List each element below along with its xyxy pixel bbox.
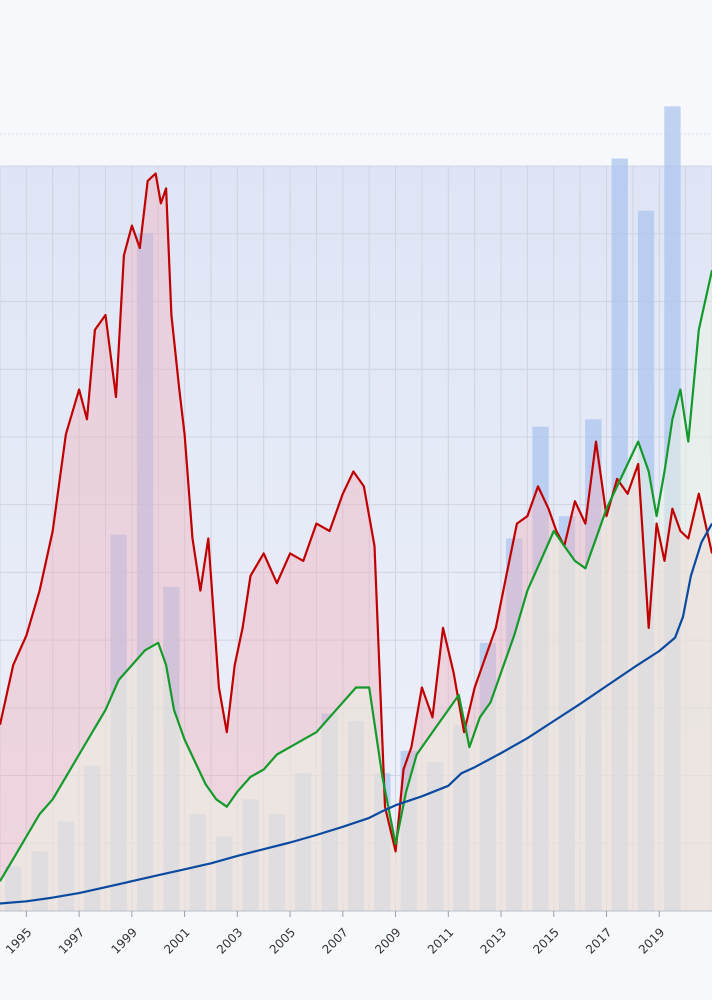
x-axis-ticks: 1995 1997 1999 2001 2003 2005 2007 2009 2011 2013… — [3, 911, 667, 957]
x-tick-label: 1995 — [3, 925, 34, 956]
x-tick-label: 2005 — [267, 925, 298, 956]
x-tick-label: 2011 — [425, 925, 456, 956]
x-tick-label: 2015 — [530, 925, 561, 956]
x-tick-label: 2007 — [319, 925, 350, 956]
x-tick-label: 2003 — [214, 925, 245, 956]
x-tick-label: 2009 — [372, 925, 403, 956]
x-tick-label: 2001 — [161, 925, 192, 956]
x-tick-label: 2017 — [583, 925, 614, 956]
series-lines — [0, 172, 712, 905]
area-fills — [0, 173, 712, 911]
green-series-area — [0, 270, 712, 911]
x-tick-label: 1999 — [108, 925, 139, 956]
red-series-line — [0, 172, 712, 853]
x-tick-label: 1997 — [56, 925, 87, 956]
x-tick-label: 2019 — [636, 925, 667, 956]
green-series-line — [0, 270, 712, 882]
blue-series-line — [0, 523, 712, 905]
x-tick-label: 2013 — [478, 925, 509, 956]
